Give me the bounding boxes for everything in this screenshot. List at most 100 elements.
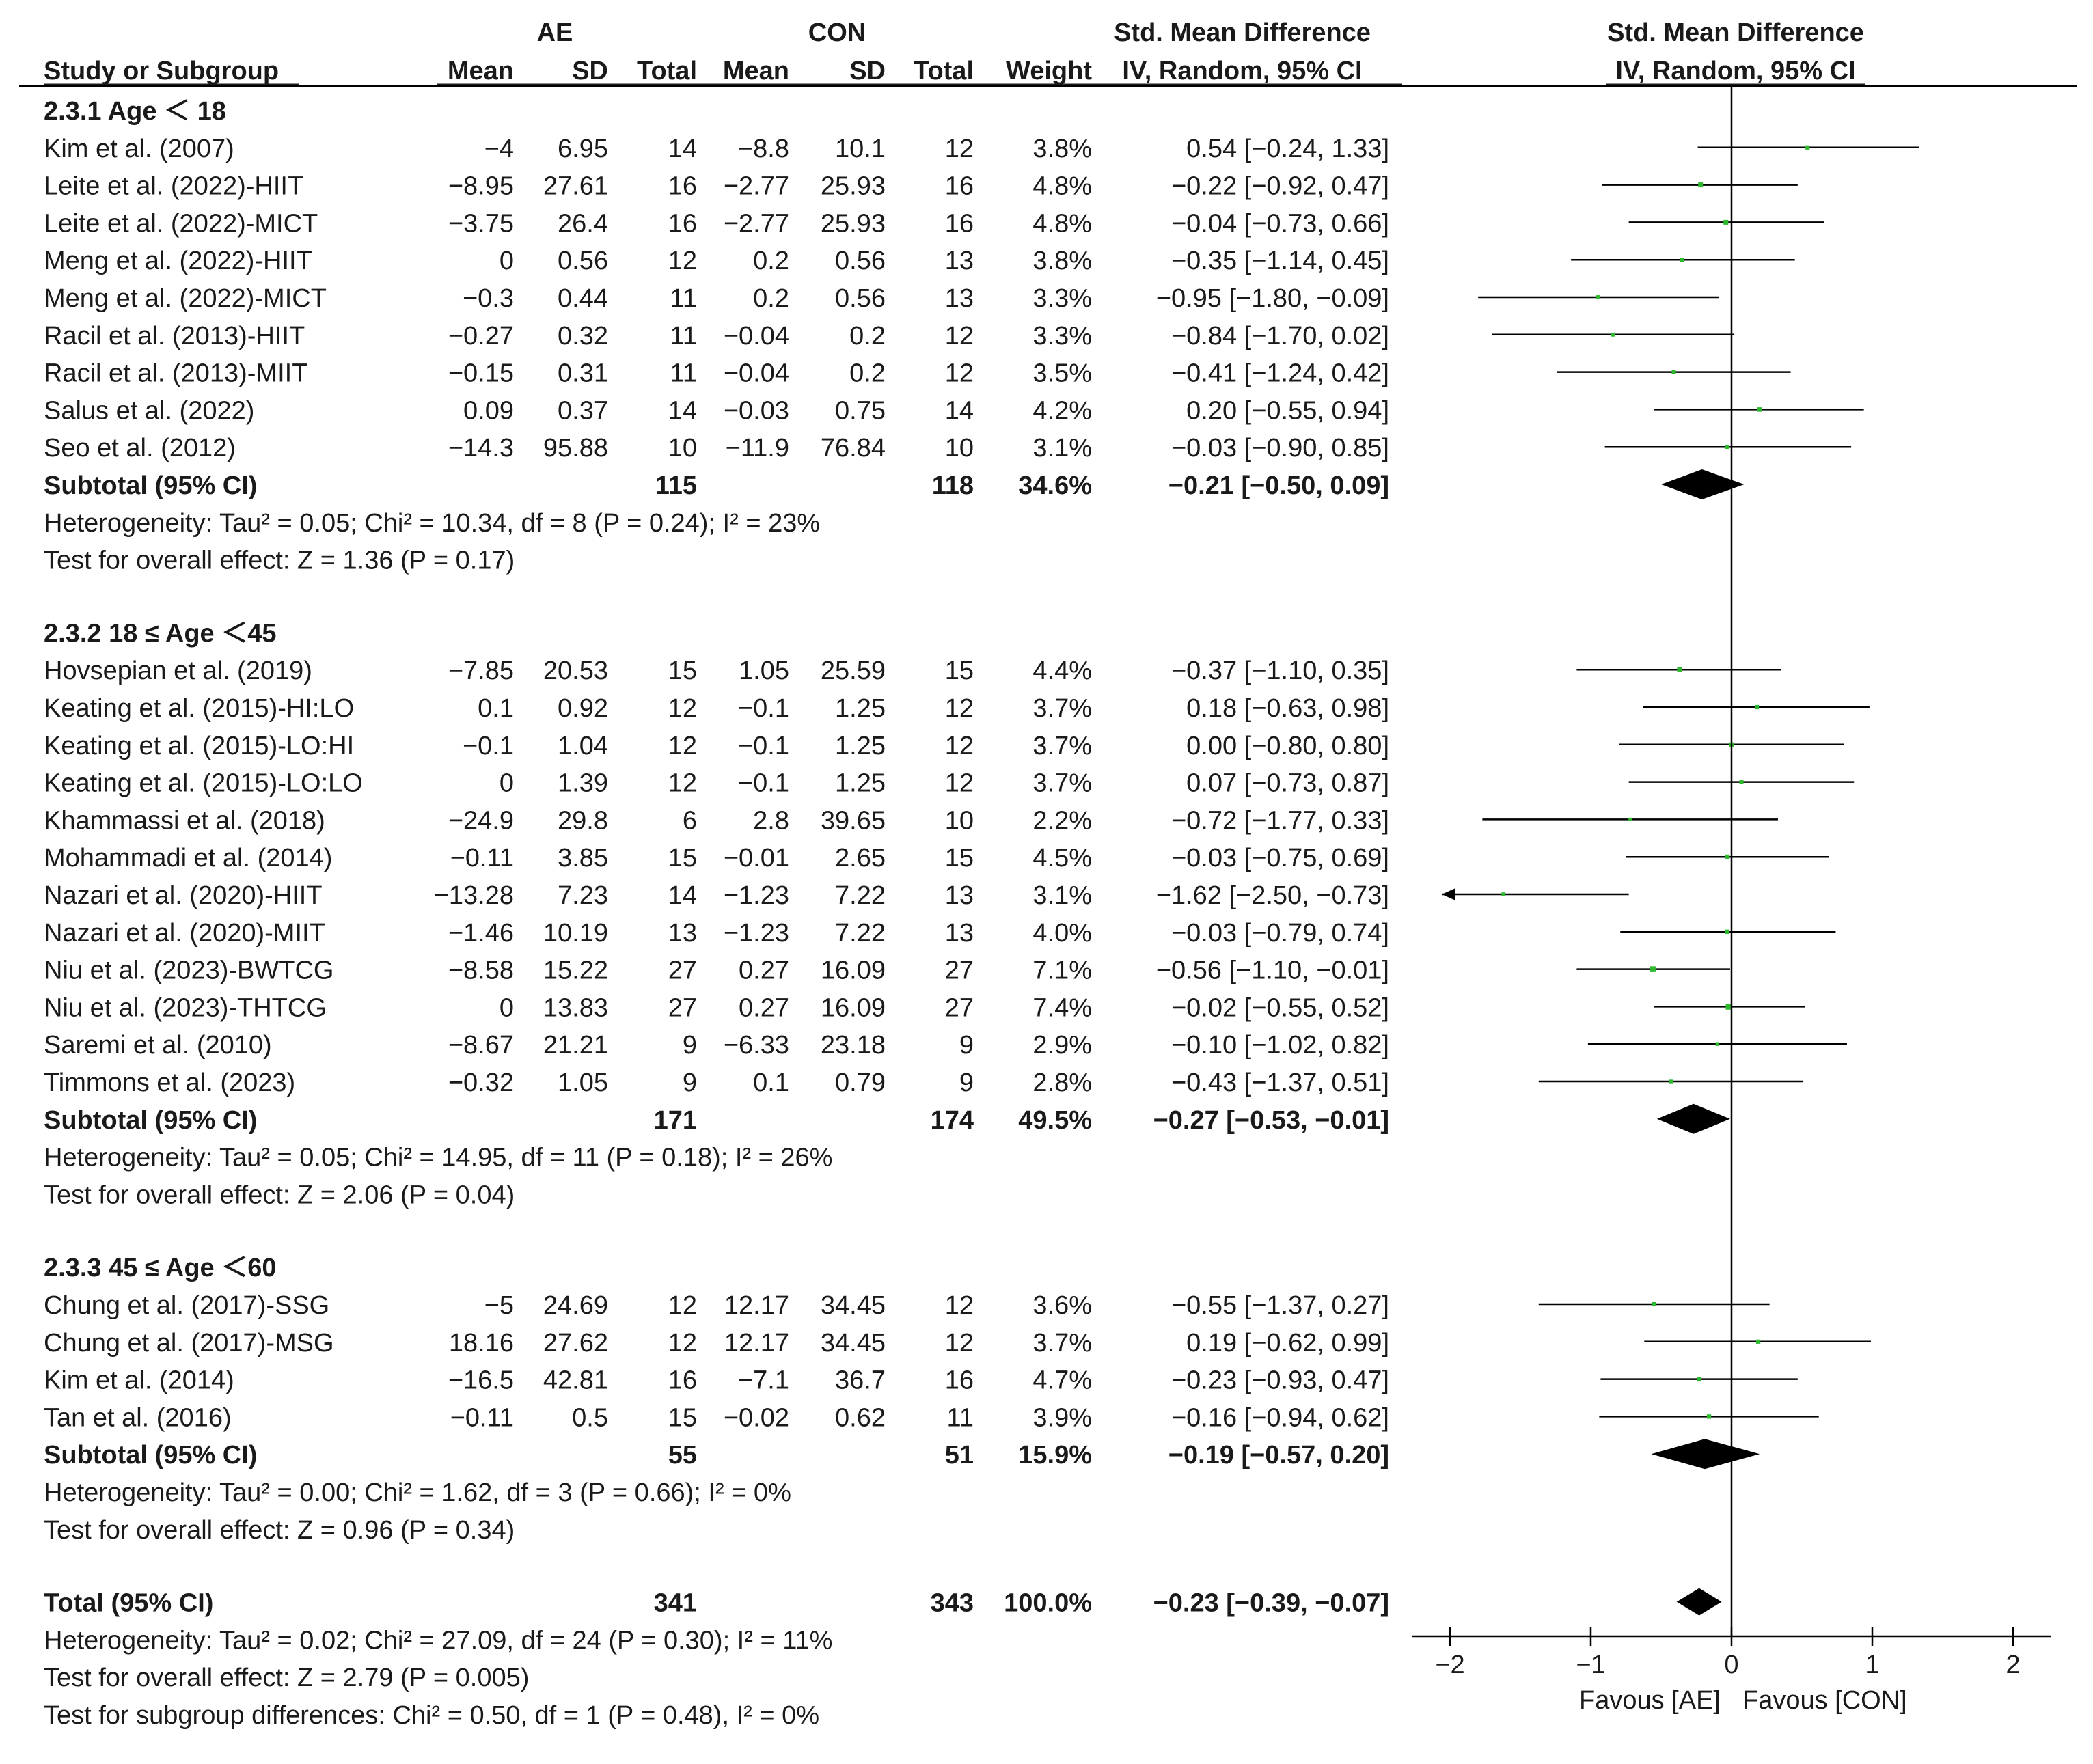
x-axis-tick-label: −1 [1576, 1651, 1605, 1679]
smd-ci-value: −0.22 [−0.92, 0.47] [1171, 172, 1389, 201]
con-total-value: 10 [945, 806, 974, 835]
con-total-value: 10 [945, 434, 974, 463]
weight-value: 7.4% [1032, 993, 1092, 1022]
ae-sd-value: 42.81 [543, 1366, 608, 1395]
study-name: Khammassi et al. (2018) [44, 806, 325, 835]
smd-ci-value: −0.55 [−1.37, 0.27] [1171, 1291, 1389, 1320]
ae-total-value: 12 [668, 1329, 697, 1358]
subtotal-con-total: 118 [932, 471, 974, 500]
ae-mean-value: −14.3 [448, 434, 514, 463]
header-ae-sd: SD [572, 57, 608, 85]
statistics-note: Heterogeneity: Tau² = 0.00; Chi² = 1.62,… [44, 1478, 791, 1507]
study-effect-square [1755, 704, 1760, 710]
con-mean-value: 12.17 [724, 1291, 789, 1320]
con-total-value: 11 [947, 1403, 974, 1432]
ae-mean-value: −0.3 [463, 284, 514, 313]
weight-value: 4.5% [1032, 844, 1092, 872]
total-label: Total (95% CI) [44, 1589, 213, 1618]
study-effect-square [1680, 258, 1685, 262]
statistics-note: Test for subgroup differences: Chi² = 0.… [44, 1701, 819, 1730]
ae-sd-value: 6.95 [558, 135, 608, 163]
subtotal-smd-ci: −0.21 [−0.50, 0.09] [1168, 471, 1389, 500]
header-group-ae: AE [537, 18, 573, 47]
ae-mean-value: 0.1 [478, 694, 514, 723]
ae-sd-value: 10.19 [543, 919, 608, 948]
study-effect-square [1725, 445, 1729, 450]
smd-ci-value: −0.02 [−0.55, 0.52] [1171, 993, 1389, 1022]
ae-sd-value: 0.31 [558, 359, 608, 388]
statistics-note: Heterogeneity: Tau² = 0.05; Chi² = 14.95… [44, 1144, 832, 1172]
favours-ae-label: Favous [AE] [1579, 1686, 1721, 1715]
weight-value: 3.3% [1032, 284, 1092, 313]
ae-sd-value: 0.37 [558, 396, 608, 425]
con-total-value: 27 [945, 993, 974, 1022]
subtotal-diamond [1656, 1103, 1730, 1134]
con-mean-value: 12.17 [724, 1329, 789, 1358]
study-name: Timmons et al. (2023) [44, 1069, 295, 1097]
con-sd-value: 0.79 [835, 1069, 886, 1097]
ae-total-value: 12 [668, 732, 697, 760]
con-total-value: 12 [945, 359, 974, 388]
ae-mean-value: 0 [500, 247, 514, 275]
ae-total-value: 14 [668, 396, 697, 425]
study-effect-square [1725, 929, 1730, 934]
con-mean-value: −6.33 [724, 1031, 789, 1060]
study-name: Kim et al. (2014) [44, 1366, 234, 1395]
ae-sd-value: 0.56 [558, 247, 608, 275]
total-con-total: 343 [931, 1589, 974, 1618]
smd-ci-value: 0.19 [−0.62, 0.99] [1186, 1329, 1389, 1358]
ae-sd-value: 26.4 [558, 209, 608, 238]
con-total-value: 13 [945, 919, 974, 948]
study-name: Kim et al. (2007) [44, 135, 234, 163]
weight-value: 2.9% [1032, 1031, 1092, 1060]
con-mean-value: 1.05 [739, 657, 789, 685]
study-effect-square [1805, 145, 1810, 150]
ae-mean-value: −7.85 [448, 657, 514, 685]
subgroup-heading: 2.3.3 45 ≤ Age ＜60 [44, 1254, 277, 1282]
con-sd-value: 2.65 [835, 844, 886, 872]
ae-total-value: 27 [668, 956, 697, 985]
ae-sd-value: 0.92 [558, 694, 608, 723]
subgroup-heading: 2.3.1 Age ＜ 18 [44, 97, 226, 126]
study-name: Saremi et al. (2010) [44, 1031, 272, 1060]
con-sd-value: 16.09 [821, 956, 886, 985]
subtotal-weight: 34.6% [1018, 471, 1092, 500]
ae-sd-value: 20.53 [543, 657, 608, 685]
ae-mean-value: −8.95 [448, 172, 514, 201]
con-sd-value: 1.25 [835, 769, 886, 798]
con-sd-value: 23.18 [821, 1031, 886, 1060]
study-effect-square [1756, 1339, 1761, 1344]
subtotal-ae-total: 55 [668, 1441, 697, 1470]
study-name: Racil et al. (2013)-HIIT [44, 322, 305, 350]
total-weight: 100.0% [1004, 1589, 1092, 1618]
con-sd-value: 10.1 [835, 135, 886, 163]
con-mean-value: −0.1 [738, 769, 789, 798]
con-sd-value: 7.22 [835, 881, 886, 910]
con-mean-value: −11.9 [726, 434, 789, 463]
ae-mean-value: −1.46 [448, 919, 514, 948]
subtotal-diamond [1661, 469, 1745, 499]
ae-total-value: 14 [668, 881, 697, 910]
study-name: Niu et al. (2023)-BWTCG [44, 956, 333, 985]
ae-mean-value: −24.9 [448, 806, 514, 835]
study-effect-square [1501, 892, 1506, 896]
total-diamond [1676, 1588, 1722, 1616]
smd-ci-value: −0.37 [−1.10, 0.35] [1171, 657, 1389, 685]
study-name: Keating et al. (2015)-HI:LO [44, 694, 354, 723]
weight-value: 4.8% [1032, 172, 1092, 201]
study-effect-square [1697, 1377, 1702, 1382]
con-mean-value: −0.04 [724, 359, 789, 388]
smd-ci-value: 0.54 [−0.24, 1.33] [1186, 135, 1389, 163]
ae-sd-value: 13.83 [543, 993, 608, 1022]
ae-sd-value: 1.05 [558, 1069, 608, 1097]
forest-plot-area: −2 −1 0 1 2 Favous [AE] Favous [CON] [1412, 86, 2051, 1715]
smd-ci-value: −0.72 [−1.77, 0.33] [1171, 806, 1389, 835]
ae-sd-value: 95.88 [543, 434, 608, 463]
weight-value: 3.1% [1032, 434, 1092, 463]
con-total-value: 15 [945, 844, 974, 872]
con-total-value: 16 [945, 172, 974, 201]
weight-value: 3.7% [1032, 769, 1092, 798]
con-total-value: 12 [945, 1329, 974, 1358]
